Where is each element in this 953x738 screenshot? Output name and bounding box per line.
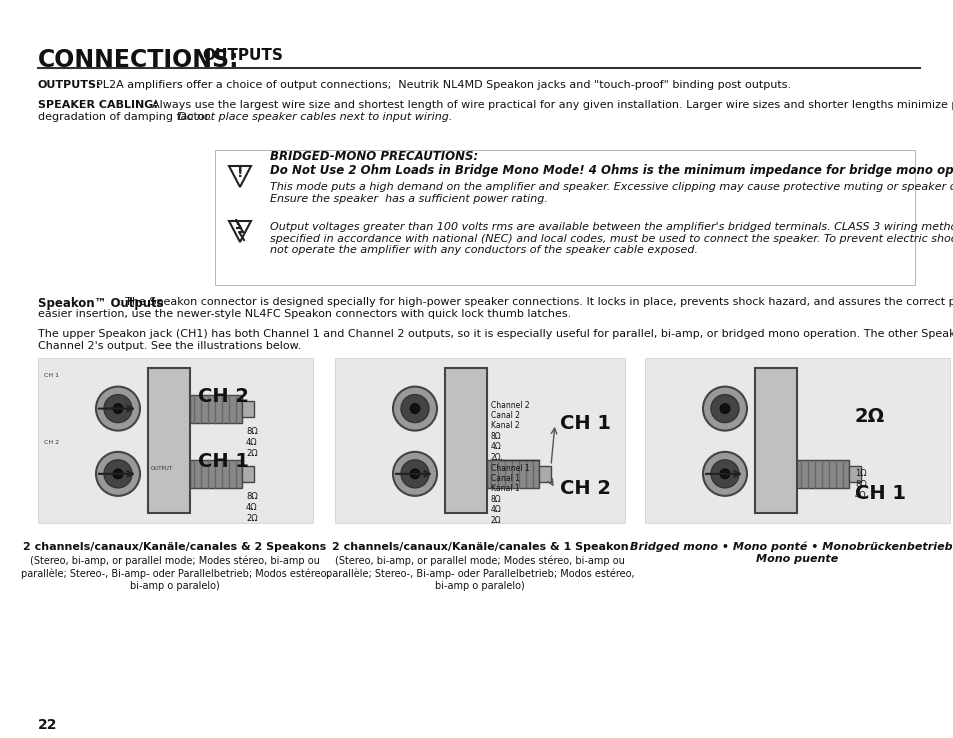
FancyBboxPatch shape	[848, 466, 861, 482]
FancyBboxPatch shape	[190, 460, 242, 488]
FancyBboxPatch shape	[242, 466, 253, 482]
Circle shape	[720, 404, 729, 413]
Text: easier insertion, use the newer-style NL4FC Speakon connectors with quick lock t: easier insertion, use the newer-style NL…	[38, 309, 571, 319]
FancyBboxPatch shape	[796, 460, 848, 488]
FancyBboxPatch shape	[444, 368, 486, 513]
Text: 8Ω
4Ω
2Ω: 8Ω 4Ω 2Ω	[246, 492, 257, 523]
Text: CH 2: CH 2	[198, 387, 249, 406]
FancyBboxPatch shape	[38, 358, 313, 523]
Circle shape	[702, 387, 746, 430]
Text: BRIDGED-MONO PRECAUTIONS:: BRIDGED-MONO PRECAUTIONS:	[270, 150, 477, 163]
Text: degradation of damping factor.: degradation of damping factor.	[38, 112, 215, 122]
Text: 2Ω: 2Ω	[854, 407, 884, 426]
Circle shape	[710, 460, 739, 488]
FancyBboxPatch shape	[486, 460, 538, 488]
FancyBboxPatch shape	[538, 466, 551, 482]
Text: Channel 2
Canal 2
Kanal 2
8Ω
4Ω
2Ω: Channel 2 Canal 2 Kanal 2 8Ω 4Ω 2Ω	[491, 401, 529, 461]
Text: : The Speakon connector is designed specially for high-power speaker connections: : The Speakon connector is designed spec…	[118, 297, 953, 307]
Text: Output voltages greater than 100 volts rms are available between the amplifier's: Output voltages greater than 100 volts r…	[270, 222, 953, 255]
Circle shape	[710, 395, 739, 423]
Circle shape	[410, 469, 419, 479]
Text: OUTPUT: OUTPUT	[151, 466, 172, 471]
Text: CH 1: CH 1	[44, 373, 59, 378]
Text: OUTPUTS: OUTPUTS	[202, 48, 283, 63]
Circle shape	[96, 387, 140, 430]
Text: This mode puts a high demand on the amplifier and speaker. Excessive clipping ma: This mode puts a high demand on the ampl…	[270, 182, 953, 204]
Text: CONNECTIONS:: CONNECTIONS:	[38, 48, 239, 72]
Text: OUTPUTS:: OUTPUTS:	[38, 80, 101, 90]
Text: PL2A amplifiers offer a choice of output connections;  Neutrik NL4MD Speakon jac: PL2A amplifiers offer a choice of output…	[96, 80, 790, 90]
FancyBboxPatch shape	[214, 150, 914, 285]
FancyBboxPatch shape	[335, 358, 624, 523]
Circle shape	[112, 404, 123, 413]
Circle shape	[112, 469, 123, 479]
Text: CH 2: CH 2	[44, 441, 59, 446]
Text: CH 1: CH 1	[198, 452, 249, 472]
Circle shape	[702, 452, 746, 496]
Text: Bridged mono • Mono ponté • Monobrückenbetrieb •
Mono puente: Bridged mono • Mono ponté • Monobrückenb…	[630, 542, 953, 564]
Text: Do not place speaker cables next to input wiring.: Do not place speaker cables next to inpu…	[178, 112, 452, 122]
FancyBboxPatch shape	[754, 368, 796, 513]
Text: 1Ω
8Ω
4Ω: 1Ω 8Ω 4Ω	[854, 469, 866, 500]
FancyBboxPatch shape	[242, 401, 253, 416]
Circle shape	[400, 395, 429, 423]
Text: Channel 2's output. See the illustrations below.: Channel 2's output. See the illustration…	[38, 341, 301, 351]
FancyBboxPatch shape	[190, 395, 242, 423]
Text: 2 channels/canaux/Kanäle/canales & 1 Speakon: 2 channels/canaux/Kanäle/canales & 1 Spe…	[332, 542, 628, 552]
FancyBboxPatch shape	[644, 358, 949, 523]
Circle shape	[96, 452, 140, 496]
Text: 2 channels/canaux/Kanäle/canales & 2 Speakons: 2 channels/canaux/Kanäle/canales & 2 Spe…	[24, 542, 326, 552]
Text: Channel 1
Canal 1
Kanal 1
8Ω
4Ω
2Ω: Channel 1 Canal 1 Kanal 1 8Ω 4Ω 2Ω	[491, 463, 529, 525]
Circle shape	[393, 387, 436, 430]
Text: Always use the largest wire size and shortest length of wire practical for any g: Always use the largest wire size and sho…	[152, 100, 953, 110]
Circle shape	[104, 460, 132, 488]
Text: The upper Speakon jack (CH1) has both Channel 1 and Channel 2 outputs, so it is : The upper Speakon jack (CH1) has both Ch…	[38, 329, 953, 339]
Text: (Stereo, bi-amp, or parallel mode; Modes stéreo, bi-amp ou
parallèle; Stereo-, B: (Stereo, bi-amp, or parallel mode; Modes…	[325, 555, 634, 591]
Text: CH 2: CH 2	[559, 480, 610, 498]
Circle shape	[393, 452, 436, 496]
Circle shape	[400, 460, 429, 488]
Circle shape	[104, 395, 132, 423]
Text: SPEAKER CABLING:: SPEAKER CABLING:	[38, 100, 157, 110]
Text: (Stereo, bi-amp, or parallel mode; Modes stéreo, bi-amp ou
parallèle; Stereo-, B: (Stereo, bi-amp, or parallel mode; Modes…	[21, 555, 329, 591]
Text: !: !	[236, 166, 243, 180]
Text: CH 1: CH 1	[854, 484, 905, 503]
FancyBboxPatch shape	[148, 368, 190, 513]
Text: 22: 22	[38, 718, 57, 732]
Circle shape	[410, 404, 419, 413]
Circle shape	[720, 469, 729, 479]
Text: CH 1: CH 1	[559, 414, 610, 433]
Text: 8Ω
4Ω
2Ω: 8Ω 4Ω 2Ω	[246, 427, 257, 458]
Text: Do Not Use 2 Ohm Loads in Bridge Mono Mode! 4 Ohms is the minimum impedance for : Do Not Use 2 Ohm Loads in Bridge Mono Mo…	[270, 164, 953, 177]
Text: Speakon™ Outputs: Speakon™ Outputs	[38, 297, 164, 310]
